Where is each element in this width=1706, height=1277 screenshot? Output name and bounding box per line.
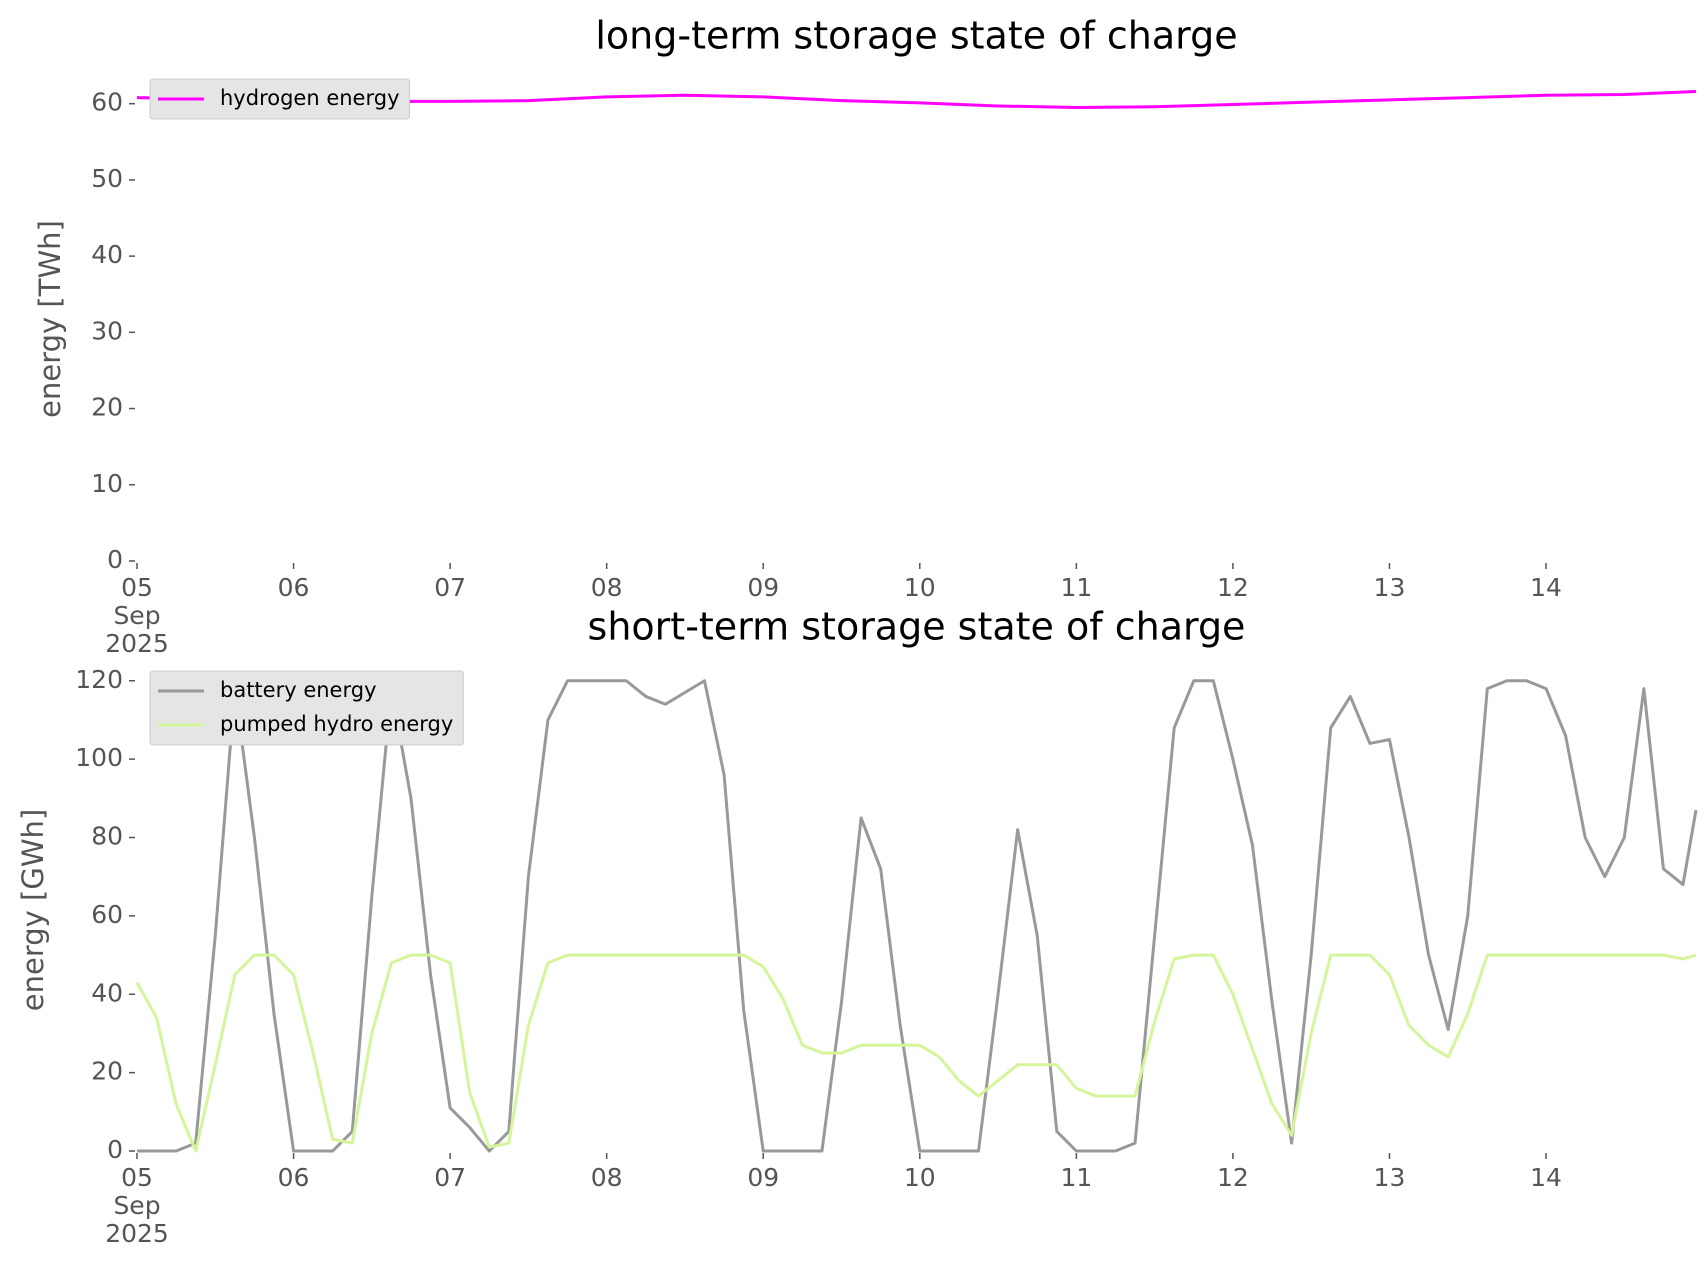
x-tick-label: 11 xyxy=(1060,1163,1092,1192)
legend: battery energy pumped hydro energy xyxy=(149,670,464,746)
y-axis-label: energy [TWh] xyxy=(33,220,67,418)
legend-label: battery energy xyxy=(220,678,377,702)
y-tick-label: 20 xyxy=(91,1057,123,1086)
x-tick-label: 10 xyxy=(904,1163,936,1192)
legend-label: pumped hydro energy xyxy=(220,712,453,736)
x-tick-label: 12 xyxy=(1217,1163,1249,1192)
y-tick-label: 60 xyxy=(91,900,123,929)
x-tick-label: 13 xyxy=(1374,573,1406,602)
legend-box xyxy=(149,670,464,746)
x-tick-label: 07 xyxy=(434,573,466,602)
y-tick-label: 0 xyxy=(107,545,123,574)
legend-label: hydrogen energy xyxy=(220,86,400,110)
x-tick-label: 05 Sep 2025 xyxy=(105,573,169,658)
legend-box xyxy=(149,78,410,120)
x-tick-label: 14 xyxy=(1530,573,1562,602)
x-tick-label: 05 Sep 2025 xyxy=(105,1163,169,1248)
x-tick-label: 08 xyxy=(591,1163,623,1192)
y-tick-label: 10 xyxy=(91,469,123,498)
y-tick-label: 80 xyxy=(91,822,123,851)
x-tick-label: 14 xyxy=(1530,1163,1562,1192)
chart-title: long-term storage state of charge xyxy=(595,14,1237,58)
x-tick-label: 13 xyxy=(1374,1163,1406,1192)
x-tick-label: 06 xyxy=(278,1163,310,1192)
legend: hydrogen energy xyxy=(149,78,410,120)
y-tick-label: 0 xyxy=(107,1135,123,1164)
y-tick-label: 20 xyxy=(91,393,123,422)
chart-title: short-term storage state of charge xyxy=(588,605,1246,649)
y-tick-label: 40 xyxy=(91,978,123,1007)
y-tick-label: 100 xyxy=(75,743,123,772)
y-axis-label: energy [GWh] xyxy=(16,809,50,1011)
x-tick-label: 12 xyxy=(1217,573,1249,602)
x-tick-label: 08 xyxy=(591,573,623,602)
y-tick-label: 50 xyxy=(91,164,123,193)
y-tick-label: 120 xyxy=(75,665,123,694)
x-tick-label: 09 xyxy=(747,573,779,602)
series-line xyxy=(137,679,1698,1153)
x-tick-label: 10 xyxy=(904,573,936,602)
x-tick-label: 11 xyxy=(1060,573,1092,602)
series-line xyxy=(135,953,1697,1153)
x-tick-label: 07 xyxy=(434,1163,466,1192)
y-tick-label: 60 xyxy=(91,88,123,117)
y-tick-label: 40 xyxy=(91,240,123,269)
x-tick-label: 09 xyxy=(747,1163,779,1192)
x-tick-label: 06 xyxy=(278,573,310,602)
y-tick-label: 30 xyxy=(91,316,123,345)
